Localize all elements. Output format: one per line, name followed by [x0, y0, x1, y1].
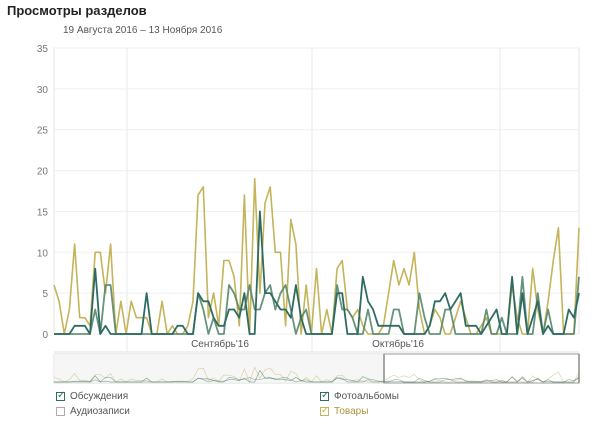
y-tick-label: 15 — [37, 207, 49, 218]
legend-item-photoalbums[interactable]: Фотоальбомы — [320, 390, 399, 402]
legend-checkbox[interactable] — [56, 407, 65, 416]
x-tick-label: Октябрь'16 — [372, 338, 424, 350]
chart-grid — [53, 47, 580, 353]
y-tick-label: 10 — [37, 248, 49, 259]
chart-series — [53, 177, 580, 335]
legend-checkbox[interactable] — [320, 390, 329, 401]
y-axis-ticks: 0 5 10 15 20 25 30 35 — [37, 44, 49, 341]
legend-item-audio[interactable]: Аудиозаписи — [56, 406, 130, 417]
legend-label: Аудиозаписи — [70, 406, 130, 417]
series-line-0 — [54, 210, 580, 335]
navigator-series-0 — [54, 369, 580, 383]
legend-item-goods[interactable]: Товары — [320, 405, 369, 417]
x-tick-label: Сентябрь'16 — [191, 338, 249, 350]
legend-item-discussions[interactable]: Обсуждения — [56, 390, 129, 402]
y-tick-label: 35 — [37, 44, 49, 55]
page-title: Просмотры разделов — [7, 3, 147, 18]
legend-checkbox[interactable] — [320, 405, 329, 416]
y-tick-label: 25 — [37, 126, 49, 137]
navigator-unselected-region — [54, 354, 384, 383]
y-tick-label: 20 — [37, 167, 49, 178]
y-tick-label: 30 — [37, 85, 49, 96]
legend-checkbox[interactable] — [56, 390, 65, 401]
x-axis-labels: Сентябрь'16 Октябрь'16 — [191, 338, 424, 350]
legend-label: Обсуждения — [70, 391, 129, 402]
legend-label: Товары — [334, 406, 369, 417]
date-range[interactable]: 19 Августа 2016 – 13 Ноября 2016 — [63, 25, 223, 36]
range-navigator — [53, 353, 580, 384]
y-tick-label: 0 — [42, 330, 48, 341]
legend-label: Фотоальбомы — [334, 391, 399, 402]
y-tick-label: 5 — [42, 289, 48, 300]
